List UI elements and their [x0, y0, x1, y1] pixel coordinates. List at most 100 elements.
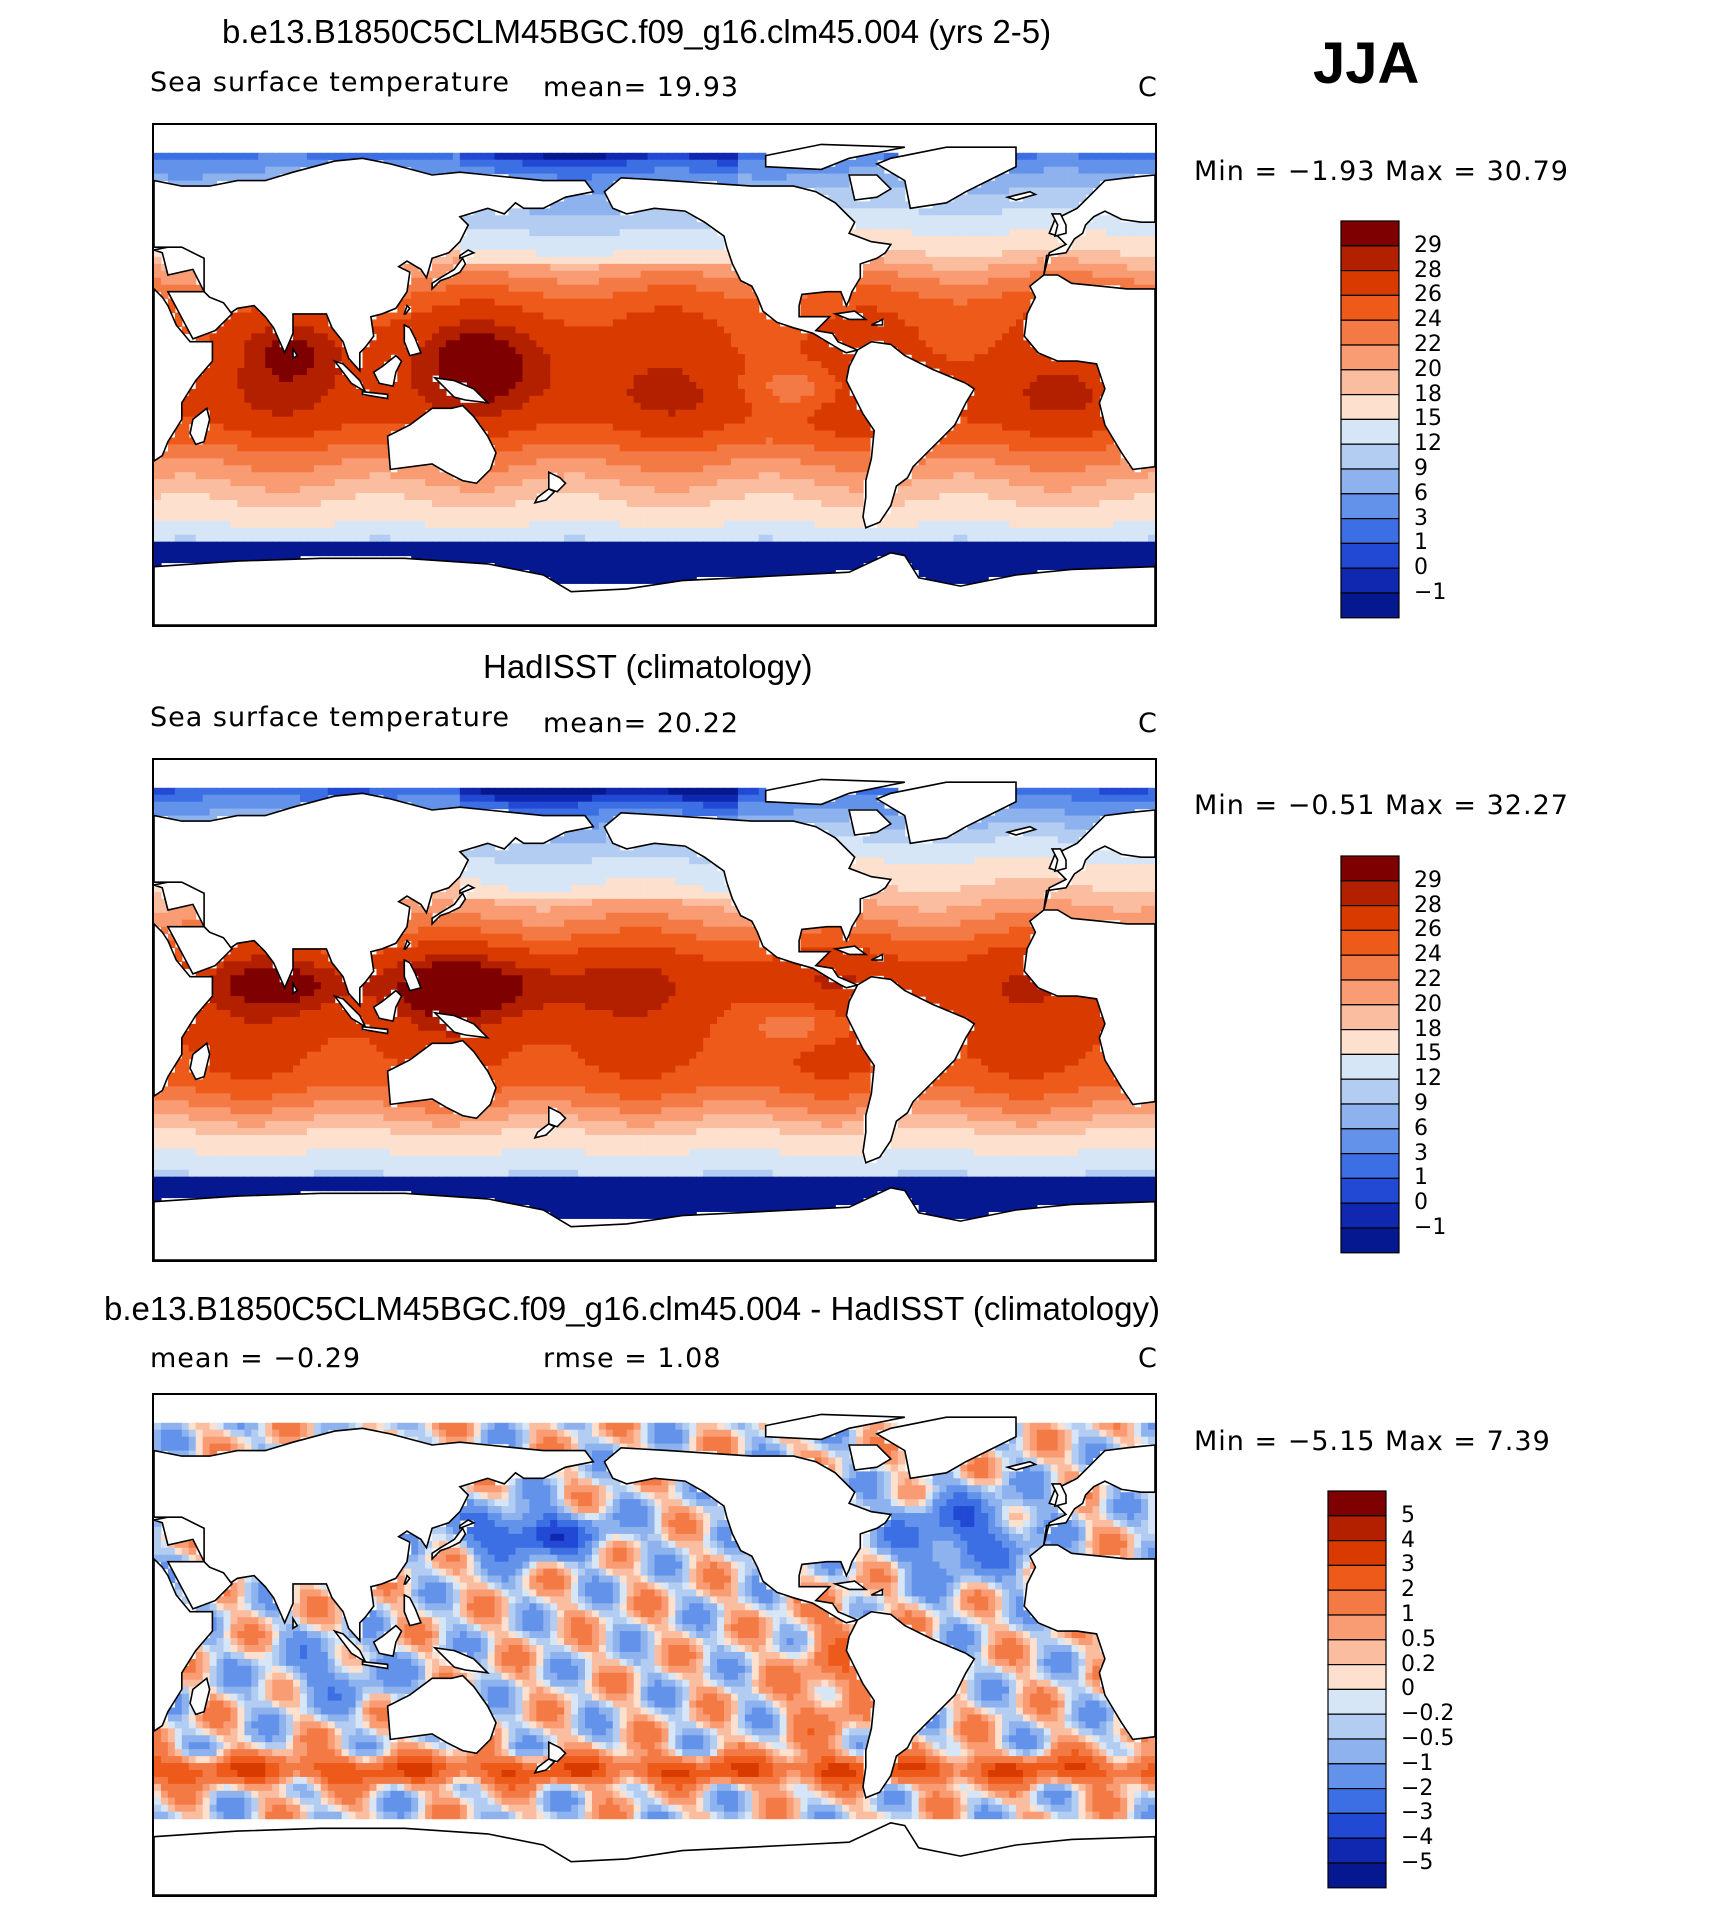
coastline: [372, 354, 403, 388]
coastline: [189, 406, 211, 446]
coastline: [459, 1519, 476, 1530]
coastline: [764, 1413, 905, 1441]
coastline: [603, 1446, 893, 1624]
colorbar-box: [1340, 394, 1400, 421]
colorbar-box: [1340, 1103, 1400, 1130]
colorbar-box: [1327, 1614, 1387, 1641]
coastline: [403, 1574, 411, 1585]
coastline: [292, 1615, 299, 1630]
colorbar-box: [1327, 1664, 1387, 1691]
panel-1-colorbar: 29 28 26 24 22 20 18 15 12 9 6 3 1 0 −1: [1340, 220, 1510, 621]
coastline: [875, 1416, 1017, 1480]
colorbar-tick-label: 29: [1414, 867, 1442, 893]
colorbar-tick-label: −5: [1401, 1850, 1434, 1875]
colorbar-box: [1340, 468, 1400, 495]
coastline: [1050, 1483, 1067, 1508]
coastline: [533, 1757, 556, 1774]
colorbar-tick-label: 28: [1414, 892, 1442, 918]
colorbar-box: [1340, 855, 1400, 882]
panel-1-mean-label: mean= 19.93: [543, 72, 740, 103]
colorbar-box: [1340, 493, 1400, 520]
coastline: [332, 1629, 368, 1664]
colorbar-tick-label: 0.2: [1401, 1651, 1436, 1677]
colorbar-tick-label: −1: [1414, 580, 1447, 605]
colorbar-tick-label: 26: [1414, 917, 1442, 943]
colorbar-tick-label: −3: [1401, 1800, 1434, 1826]
panel-3-map: [152, 1393, 1157, 1897]
coastline: [533, 487, 556, 504]
colorbar-box: [1340, 344, 1400, 371]
panel-1-map-svg: [154, 143, 1155, 625]
colorbar-tick-label: 29: [1414, 232, 1442, 258]
coastline: [603, 811, 893, 989]
colorbar-tick-label: 1: [1414, 1165, 1428, 1191]
colorbar-tick-label: 12: [1414, 431, 1442, 457]
panel-3-minmax: Min = −5.15 Max = 7.39: [1194, 1426, 1551, 1457]
panel-3-units-label: C: [1138, 1343, 1158, 1374]
colorbar-box: [1340, 518, 1400, 545]
colorbar-tick-label: 20: [1414, 356, 1442, 382]
coastline: [431, 1526, 467, 1561]
coastline: [832, 1580, 869, 1591]
coastline: [548, 1105, 567, 1128]
colorbar-box: [1340, 269, 1400, 296]
colorbar-tick-label: −0.2: [1401, 1701, 1455, 1727]
season-label: JJA: [1313, 31, 1420, 96]
colorbar-tick-label: −1: [1401, 1750, 1434, 1776]
panel-3-mean-label: mean = −0.29: [150, 1343, 362, 1374]
colorbar-tick-label: 3: [1414, 505, 1428, 531]
panel-1-map: [152, 123, 1157, 627]
panel-3-map-svg: [154, 1413, 1155, 1895]
coastline: [1043, 174, 1155, 276]
panel-3-colorbar: 5 4 3 2 1 0.5 0.2 0 −0.2 −0.5 −1 −2 −3 −4 −5: [1327, 1490, 1497, 1891]
colorbar-box: [1340, 979, 1400, 1006]
coastline: [154, 551, 1155, 625]
coastline: [533, 1122, 556, 1139]
panel-2-variable-label: Sea surface temperature: [150, 702, 510, 733]
colorbar-tick-label: 0: [1414, 1190, 1428, 1216]
colorbar-tick-label: 18: [1414, 1016, 1442, 1042]
coastline: [166, 1560, 233, 1610]
colorbar-box: [1340, 245, 1400, 272]
colorbar-tick-label: 5: [1401, 1502, 1415, 1528]
colorbar-tick-label: 24: [1414, 942, 1442, 968]
panel-2-units-label: C: [1138, 708, 1158, 739]
coastline: [386, 1674, 497, 1755]
coastline: [871, 1588, 884, 1596]
colorbar-tick-label: 0: [1414, 555, 1428, 581]
panel-1-title: b.e13.B1850C5CLM45BGC.f09_g16.clm45.004 …: [222, 13, 1052, 50]
colorbar-box: [1327, 1837, 1387, 1864]
coastline: [875, 781, 1017, 845]
colorbar-tick-label: 6: [1414, 1115, 1428, 1141]
coastline: [832, 945, 869, 956]
colorbar-box: [1327, 1763, 1387, 1790]
coastlines: [154, 143, 1155, 625]
coastline: [845, 1610, 976, 1799]
coastline: [292, 980, 299, 995]
colorbar-box: [1327, 1589, 1387, 1616]
coastline: [154, 157, 595, 373]
panel-3-colorbar-svg: [1327, 1490, 1387, 1889]
colorbar-box: [1340, 904, 1400, 931]
coastline: [432, 1011, 490, 1039]
coastline: [166, 290, 233, 340]
coastline: [1004, 825, 1038, 836]
colorbar-box: [1340, 1177, 1400, 1204]
panel-3-rmse-label: rmse = 1.08: [543, 1343, 722, 1374]
colorbar-tick-label: 26: [1414, 282, 1442, 308]
coastline: [189, 1041, 211, 1081]
panel-2-map: [152, 758, 1157, 1262]
coastline: [459, 249, 476, 260]
coastline: [431, 891, 467, 926]
field-cells: [154, 787, 1155, 1219]
coastline: [1050, 213, 1067, 238]
colorbar-box: [1340, 1004, 1400, 1031]
coastline: [848, 1444, 893, 1471]
coastline: [403, 958, 422, 992]
coastline: [871, 318, 884, 326]
coastlines: [154, 1413, 1155, 1895]
coastline: [154, 287, 214, 463]
coastline: [1023, 1544, 1155, 1741]
coastline: [332, 359, 368, 394]
coastline: [431, 256, 467, 291]
